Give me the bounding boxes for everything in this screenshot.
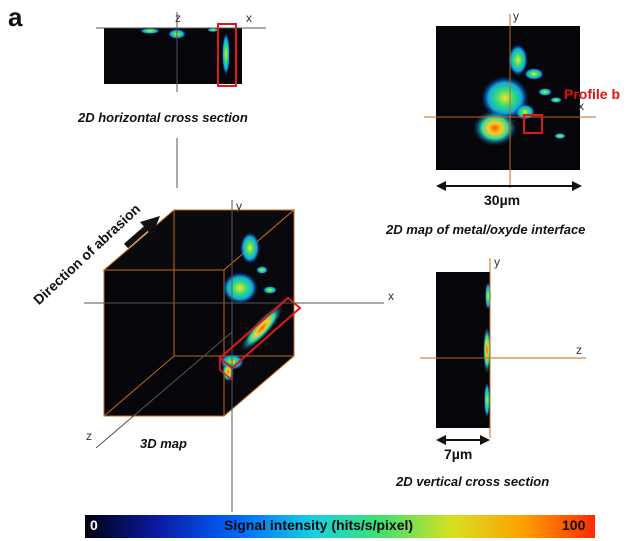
vertical-signal: [483, 326, 491, 374]
cube-hidden-edge: [103, 355, 175, 417]
scale-bar-30um-arrow-right: [572, 181, 582, 191]
vertical-signal: [484, 382, 490, 418]
cube-signal: [241, 305, 283, 351]
horizontal-signal: [207, 28, 219, 32]
vertical-map-image: [436, 272, 490, 428]
colorbar-max-label: 100: [562, 517, 586, 533]
vertical-axis-label-z: z: [576, 343, 582, 357]
interface-signal: [524, 68, 544, 80]
cube-signal: [240, 232, 260, 264]
cube-front-face: [103, 269, 225, 417]
caption-vertical: 2D vertical cross section: [396, 474, 550, 489]
direction-arrow-head: [140, 216, 160, 236]
scale-label-30um: 30µm: [484, 192, 521, 208]
scale-bar-7um: [436, 435, 490, 445]
cube-axis-label-y: y: [236, 199, 242, 213]
colorbar: [85, 515, 595, 538]
scale-bar-30um: [436, 181, 582, 191]
colorbar-title: Signal intensity (hits/s/pixel): [224, 517, 414, 533]
interface-signal: [550, 97, 562, 103]
vertical-axis-label-y: y: [494, 255, 500, 269]
caption-interface-map: 2D map of metal/oxyde interface: [386, 222, 586, 237]
horizontal-cross-section: [96, 12, 266, 92]
interface-map: [424, 14, 596, 188]
scale-bar-30um-arrow-left: [436, 181, 446, 191]
scale-bar-7um-arrow-right: [480, 435, 490, 445]
interface-signal: [508, 44, 528, 76]
scale-bar-7um-arrow-left: [436, 435, 446, 445]
horizontal-axis-label-z: z: [175, 11, 181, 25]
caption-horizontal: 2D horizontal cross section: [78, 110, 248, 125]
profile-b-box: [523, 114, 543, 134]
colorbar-min-label: 0: [90, 517, 98, 533]
scale-label-7um: 7µm: [444, 446, 473, 462]
horizontal-signal: [222, 32, 230, 76]
cube-3d-map: [102, 208, 302, 418]
cube-signal: [263, 286, 277, 294]
horizontal-axis-label-x: x: [246, 11, 252, 25]
profile-b-label: Profile b: [564, 86, 621, 102]
interface-signal: [554, 133, 566, 139]
cube-signal: [256, 266, 268, 274]
cube-axis-z: [95, 331, 233, 449]
direction-arrow: [124, 216, 160, 249]
caption-3d-map: 3D map: [140, 436, 187, 451]
interface-signal: [473, 110, 517, 146]
vertical-cross-section: [420, 258, 586, 438]
horizontal-highlight-box: [217, 23, 237, 87]
cube-signal: [222, 272, 258, 304]
panel-label: a: [8, 2, 23, 32]
interface-axis-label-y: y: [513, 9, 519, 23]
horizontal-signal: [140, 28, 160, 34]
cube-axis-label-x: x: [388, 289, 394, 303]
interface-signal: [538, 88, 552, 96]
interface-axis-label-x: x: [578, 99, 584, 113]
cube-axis-label-z: z: [86, 429, 92, 443]
